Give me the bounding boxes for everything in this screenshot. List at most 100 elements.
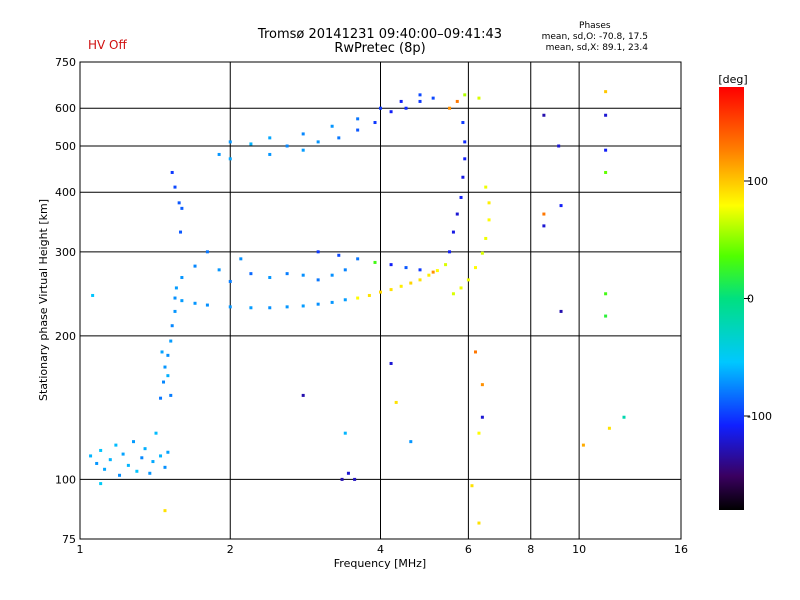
data-point — [470, 484, 474, 488]
colorbar — [719, 87, 744, 510]
grid-lines — [79, 61, 682, 539]
x-tick-label: 1 — [77, 543, 84, 556]
data-point — [480, 383, 484, 387]
data-point — [604, 314, 608, 318]
data-point — [484, 185, 488, 189]
data-point — [99, 482, 103, 486]
data-point — [444, 263, 448, 267]
data-point — [607, 426, 611, 430]
data-point — [177, 201, 181, 205]
phase-stats-title: Phases — [579, 21, 611, 31]
chart-title-line2: RwPretec (8p) — [334, 41, 426, 56]
data-point — [179, 230, 183, 234]
data-point — [228, 140, 232, 144]
data-point — [373, 121, 377, 125]
data-point — [418, 268, 422, 272]
data-point — [389, 110, 393, 114]
data-point — [143, 447, 147, 451]
y-tick-label: 300 — [55, 246, 76, 259]
data-point — [477, 96, 481, 100]
data-point — [126, 463, 130, 467]
data-point — [559, 204, 563, 208]
data-point — [389, 288, 393, 292]
data-point — [163, 365, 167, 369]
data-point — [448, 250, 452, 254]
data-point — [330, 300, 334, 304]
data-point — [316, 278, 320, 282]
data-point — [151, 460, 155, 464]
data-point — [356, 257, 360, 261]
y-tick-label: 75 — [62, 533, 76, 546]
data-point — [174, 286, 178, 290]
x-tick-label: 8 — [527, 543, 534, 556]
y-tick-label: 500 — [55, 140, 76, 153]
data-point — [103, 467, 107, 471]
data-point — [268, 136, 272, 140]
data-point — [316, 140, 320, 144]
data-point — [379, 290, 382, 294]
data-point — [461, 121, 465, 125]
data-point — [162, 380, 166, 384]
data-point — [163, 465, 167, 469]
x-tick-label: 6 — [465, 543, 472, 556]
data-point — [285, 144, 289, 148]
data-point — [89, 454, 93, 458]
data-point — [477, 521, 481, 525]
data-point — [427, 273, 431, 277]
data-point — [473, 266, 477, 270]
y-tick-label: 400 — [55, 186, 76, 199]
data-point — [356, 296, 360, 300]
data-point — [404, 106, 408, 110]
data-point — [459, 286, 463, 290]
data-point — [477, 431, 481, 435]
x-tick-label: 4 — [377, 543, 384, 556]
data-point — [459, 195, 463, 199]
data-point — [379, 106, 382, 110]
data-point — [337, 253, 341, 257]
data-point — [173, 185, 177, 189]
data-point — [356, 117, 360, 121]
data-point — [353, 477, 357, 481]
data-point — [581, 443, 585, 447]
data-point — [193, 301, 197, 305]
data-point — [487, 201, 491, 205]
data-point — [228, 279, 232, 283]
data-point — [205, 250, 209, 254]
colorbar-tick-label: 100 — [747, 175, 768, 188]
data-point — [249, 306, 253, 310]
data-point — [418, 278, 422, 282]
data-point — [169, 393, 173, 397]
data-point — [268, 306, 272, 310]
data-point — [170, 170, 174, 174]
data-point — [108, 458, 112, 462]
data-point — [180, 276, 184, 280]
data-point — [268, 152, 272, 156]
data-point — [173, 296, 177, 300]
data-point — [559, 309, 563, 313]
data-point — [166, 353, 170, 357]
data-point — [118, 473, 122, 477]
data-point — [343, 268, 347, 272]
data-point — [301, 304, 305, 308]
data-point — [463, 157, 467, 161]
data-point — [268, 276, 272, 280]
data-point — [604, 292, 608, 296]
data-point — [316, 302, 320, 306]
data-point — [373, 260, 377, 264]
data-point — [461, 175, 465, 179]
data-point — [114, 443, 118, 447]
phase-stats-o: mean, sd,O: -70.8, 17.5 — [541, 32, 648, 42]
data-point — [409, 440, 413, 444]
data-point — [159, 454, 163, 458]
data-point — [448, 106, 452, 110]
data-point — [228, 305, 232, 309]
data-point — [193, 264, 197, 268]
data-point — [132, 440, 136, 444]
data-point — [604, 113, 608, 117]
data-point — [217, 268, 221, 272]
data-point — [404, 266, 408, 270]
data-point — [542, 113, 546, 117]
data-point — [217, 152, 221, 156]
data-point — [451, 230, 455, 234]
